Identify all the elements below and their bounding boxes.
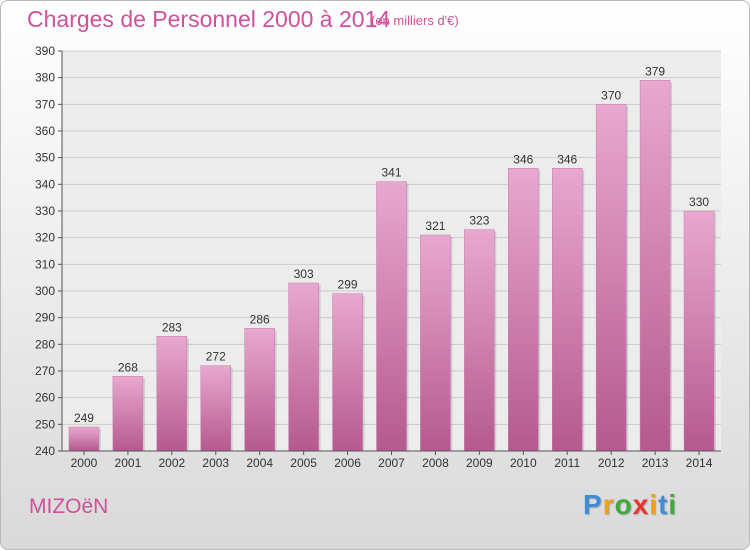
value-label: 330	[689, 195, 709, 209]
bar	[200, 365, 232, 452]
bar	[683, 210, 715, 452]
x-tick-label: 2000	[71, 456, 98, 470]
y-tick-label: 350	[35, 151, 55, 165]
value-label: 249	[74, 411, 94, 425]
x-tick-label: 2007	[378, 456, 405, 470]
y-tick-label: 310	[35, 257, 55, 271]
logo-letter: o	[614, 489, 633, 520]
x-tick-label: 2003	[202, 456, 229, 470]
x-tick-label: 2014	[686, 456, 713, 470]
x-tick-label: 2006	[334, 456, 361, 470]
bars	[68, 80, 717, 452]
y-tick-label: 270	[35, 364, 55, 378]
value-label: 303	[294, 267, 314, 281]
bar	[332, 293, 363, 452]
logo-letter: P	[583, 489, 603, 520]
logo-letter: i	[668, 489, 678, 520]
value-label: 370	[601, 88, 621, 102]
value-label: 283	[162, 320, 182, 334]
y-tick-label: 250	[35, 417, 55, 431]
y-tick-label: 300	[35, 284, 55, 298]
bar	[595, 104, 627, 452]
x-tick-label: 2002	[158, 456, 185, 470]
y-tick-label: 260	[35, 391, 55, 405]
logo-letter: r	[602, 489, 615, 520]
logo-letter: i	[649, 489, 659, 520]
value-label: 346	[513, 152, 533, 166]
y-tick-label: 280	[35, 337, 55, 351]
logo-letter: t	[658, 489, 669, 520]
bar	[464, 229, 495, 452]
value-labels: 249 268 283 272 286 303 299 341 321 323 346 346 370 3…	[74, 64, 709, 425]
x-tick-label: 2005	[290, 456, 317, 470]
value-label: 323	[469, 214, 489, 228]
commune-name: MIZOëN	[29, 495, 109, 518]
x-tick-label: 2013	[642, 456, 669, 470]
y-tick-label: 370	[35, 97, 55, 111]
x-tick-label: 2008	[422, 456, 449, 470]
y-tick-label: 330	[35, 204, 55, 218]
x-tick-label: 2004	[246, 456, 273, 470]
value-label: 272	[206, 350, 226, 364]
value-label: 321	[425, 219, 445, 233]
bar	[112, 376, 144, 452]
value-label: 268	[118, 360, 138, 374]
y-tick-label: 320	[35, 231, 55, 245]
chart-subtitle: (en milliers d'€)	[371, 13, 459, 28]
x-tick-label: 2009	[466, 456, 493, 470]
y-tick-label: 340	[35, 177, 55, 191]
x-tick-label: 2011	[554, 456, 580, 470]
bar	[420, 234, 451, 452]
y-tick-label: 360	[35, 124, 55, 138]
bar	[68, 426, 100, 452]
y-tick-label: 290	[35, 311, 55, 325]
axes: 240 250 260 270 280 290 300 310 320 330 340 350 360 3…	[35, 44, 721, 470]
value-label: 379	[645, 64, 665, 78]
chart-title: Charges de Personnel 2000 à 2014	[27, 6, 391, 32]
x-tick-label: 2001	[115, 456, 142, 470]
bar	[156, 336, 188, 452]
value-label: 346	[557, 152, 577, 166]
logo-letter: x	[632, 489, 650, 520]
bar	[244, 328, 275, 452]
y-tick-label: 390	[35, 44, 55, 58]
bar	[508, 168, 539, 452]
bar	[376, 181, 407, 452]
bar	[639, 80, 671, 452]
x-tick-label: 2010	[510, 456, 537, 470]
x-tick-label: 2012	[598, 456, 625, 470]
value-label: 341	[381, 166, 401, 180]
bar	[288, 282, 319, 452]
y-tick-label: 240	[35, 444, 55, 458]
value-label: 299	[338, 278, 358, 292]
value-label: 286	[250, 312, 270, 326]
proxiti-logo: Proxiti	[583, 489, 677, 521]
y-tick-label: 380	[35, 71, 55, 85]
bar	[551, 168, 583, 452]
